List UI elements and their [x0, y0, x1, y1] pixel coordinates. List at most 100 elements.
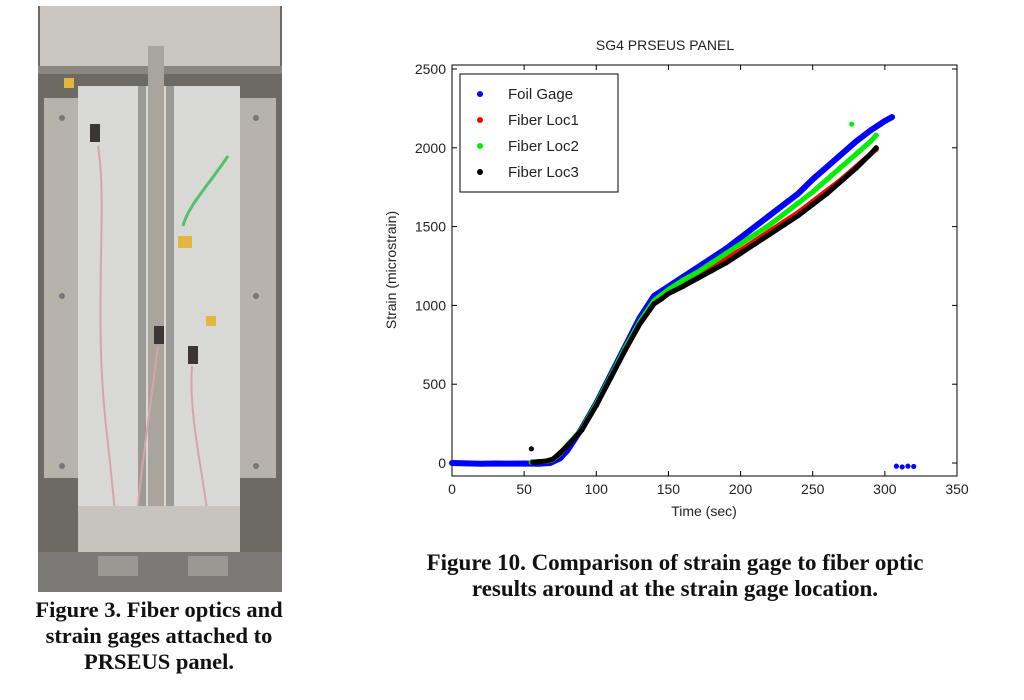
- data-point: [795, 200, 801, 206]
- data-point: [507, 461, 513, 467]
- figure-3-caption: Figure 3. Fiber optics and strain gages …: [0, 597, 318, 675]
- plot-area: [451, 64, 958, 477]
- y-tick-label: 2000: [415, 140, 446, 156]
- y-tick-label: 1500: [415, 219, 446, 235]
- data-point: [530, 459, 536, 465]
- data-point: [867, 127, 874, 134]
- legend-label: Fiber Loc1: [508, 112, 579, 129]
- data-point: [709, 268, 715, 274]
- figure-10-caption-line: Figure 10. Comparison of strain gage to …: [426, 550, 924, 575]
- figure-3-caption-line: Figure 3. Fiber optics and: [35, 597, 283, 622]
- data-point: [853, 151, 859, 157]
- data-point: [449, 460, 455, 466]
- data-point: [564, 443, 571, 449]
- y-tick-label: 0: [438, 455, 446, 471]
- data-point: [579, 427, 585, 433]
- x-tick-label: 350: [945, 481, 969, 497]
- x-tick-label: 150: [657, 481, 681, 497]
- x-tick-label: 300: [873, 481, 897, 497]
- figure-3-caption-line: strain gages attached to: [45, 622, 273, 648]
- data-point: [622, 347, 628, 353]
- legend: Foil Gage Fiber Loc1 Fiber Loc2 Fiber Loc3: [459, 73, 619, 193]
- x-tick-label: 0: [448, 481, 456, 497]
- x-tick-label: 50: [516, 481, 532, 497]
- data-point: [694, 269, 700, 275]
- legend-marker: [477, 143, 483, 149]
- data-point: [781, 201, 787, 208]
- data-point: [873, 145, 879, 151]
- data-point: [882, 118, 888, 124]
- data-point: [838, 178, 845, 184]
- legend-marker: [477, 117, 483, 123]
- data-point: [873, 132, 879, 138]
- data-point: [810, 189, 816, 195]
- data-point: [824, 176, 830, 182]
- data-point: [535, 459, 542, 465]
- data-point: [680, 277, 686, 283]
- data-point: [766, 222, 773, 228]
- data-point: [911, 463, 917, 470]
- data-point: [636, 321, 643, 327]
- data-point: [795, 212, 801, 219]
- data-point: [694, 276, 700, 282]
- data-point: [478, 461, 484, 467]
- data-point: [849, 121, 855, 127]
- figure-3-caption-line: PRSEUS panel.: [83, 648, 235, 674]
- data-point: [810, 201, 816, 208]
- legend-label: Foil Gage: [508, 86, 573, 103]
- figure-10-caption: Figure 10. Comparison of strain gage to …: [330, 550, 1020, 603]
- data-point: [838, 164, 845, 170]
- data-point: [658, 296, 664, 302]
- data-point: [737, 241, 744, 247]
- data-point: [709, 260, 715, 266]
- data-point: [853, 165, 859, 171]
- data-point: [752, 231, 758, 238]
- data-marks: [449, 114, 917, 470]
- data-point: [766, 212, 773, 219]
- data-point: [824, 164, 830, 170]
- figure-10-caption-line: results around at the strain gage locati…: [471, 576, 879, 602]
- legend-marker: [477, 169, 483, 175]
- data-point: [723, 250, 729, 256]
- legend-box: [459, 73, 619, 193]
- data-point: [665, 290, 672, 297]
- data-point: [781, 211, 787, 217]
- data-point: [651, 301, 657, 307]
- panel-photo: [38, 6, 282, 592]
- strain-chart: SG4 PRSEUS PANEL 0 50 100 150 200 250 300 350 0 5…: [360, 30, 980, 540]
- data-point: [838, 151, 845, 157]
- data-point: [492, 460, 498, 467]
- data-point: [737, 235, 744, 241]
- x-tick-label: 250: [801, 481, 825, 497]
- data-point: [781, 222, 787, 228]
- data-point: [889, 114, 895, 120]
- y-tick-label: 2500: [415, 61, 446, 77]
- legend-label: Fiber Loc2: [508, 138, 579, 155]
- axis-ticks: 0 50 100 150 200 250 300 350 0 500 1000 1500 2000 250…: [415, 61, 969, 497]
- data-point: [867, 151, 874, 157]
- legend-label: Fiber Loc3: [508, 164, 579, 181]
- data-point: [608, 375, 614, 381]
- y-tick-label: 500: [423, 376, 447, 392]
- chart-title: SG4 PRSEUS PANEL: [596, 37, 734, 53]
- data-point: [737, 250, 744, 256]
- data-point: [899, 464, 905, 470]
- legend-marker: [477, 91, 483, 97]
- data-point: [557, 450, 563, 456]
- data-point: [543, 458, 549, 464]
- y-axis-label: Strain (microstrain): [383, 211, 399, 329]
- data-point: [752, 224, 758, 230]
- series-fiber-loc3: [528, 145, 879, 465]
- data-point: [593, 402, 599, 409]
- x-tick-label: 100: [585, 481, 609, 497]
- data-point: [853, 138, 859, 145]
- data-point: [528, 446, 534, 452]
- data-point: [766, 231, 773, 238]
- data-point: [893, 463, 900, 469]
- data-point: [905, 463, 911, 469]
- data-point: [867, 138, 874, 145]
- data-point: [810, 176, 816, 182]
- data-point: [723, 260, 729, 266]
- data-point: [463, 460, 470, 466]
- x-axis-label: Time (sec): [671, 503, 737, 519]
